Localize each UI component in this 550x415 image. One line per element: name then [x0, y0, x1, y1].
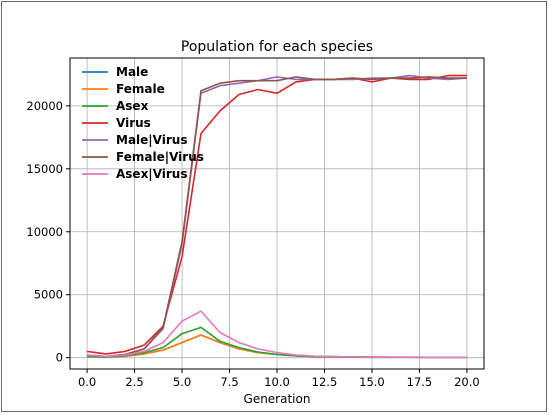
x-tick-label: 0.0 — [78, 375, 96, 389]
legend-label-female: Female — [116, 82, 165, 96]
y-tick-label: 10000 — [26, 225, 63, 239]
series-lines — [86, 74, 467, 359]
x-tick-label: 10.0 — [264, 375, 290, 389]
legend-label-asex-virus: Asex|Virus — [116, 167, 187, 181]
y-tick-label: 15000 — [26, 162, 63, 176]
y-tick-label: 20000 — [26, 99, 63, 113]
series-line-virus — [86, 74, 467, 355]
legend-label-male-virus: Male|Virus — [116, 133, 187, 147]
legend-label-virus: Virus — [116, 116, 151, 130]
legend: Male Female Asex Virus Male|Virus Female|Viru… — [82, 65, 204, 181]
y-tick-label: 0 — [56, 351, 63, 365]
x-tick-label: 2.5 — [125, 375, 143, 389]
legend-label-asex: Asex — [116, 99, 149, 113]
ticks: 0.0 2.5 5.0 7.5 10.0 12.5 15.0 17.5 20.0 0 5000 100… — [26, 99, 479, 389]
x-tick-label: 12.5 — [312, 375, 338, 389]
x-tick-label: 5.0 — [173, 375, 191, 389]
x-tick-label: 20.0 — [454, 375, 480, 389]
y-tick-label: 5000 — [34, 288, 63, 302]
x-tick-label: 7.5 — [220, 375, 238, 389]
chart-title: Population for each species — [181, 39, 373, 55]
series-line-female-virus — [87, 76, 467, 358]
legend-label-female-virus: Female|Virus — [116, 150, 204, 164]
series-line-asex-virus — [87, 310, 467, 359]
x-tick-label: 15.0 — [359, 375, 385, 389]
x-axis-label: Generation — [244, 392, 311, 406]
x-tick-label: 17.5 — [407, 375, 433, 389]
legend-label-male: Male — [116, 65, 148, 79]
